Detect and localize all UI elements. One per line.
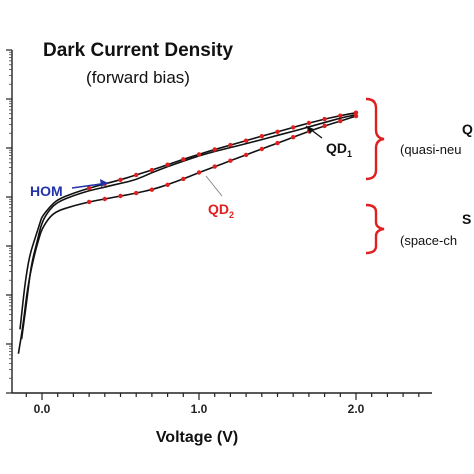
data-point-qd2 xyxy=(275,129,280,134)
data-point-qd1 xyxy=(149,187,155,192)
x-axis-label: Voltage (V) xyxy=(156,429,238,446)
data-point-qd1 xyxy=(86,199,92,205)
data-point-qd1 xyxy=(322,123,327,129)
data-point-qd2 xyxy=(291,125,296,130)
qd1-label: QD1 xyxy=(326,140,352,159)
data-point-qd2 xyxy=(86,186,92,191)
data-point-qd2 xyxy=(228,142,233,148)
data-point-qd1 xyxy=(102,196,108,202)
data-point-qd2 xyxy=(196,152,202,157)
qd1-label-main: QD xyxy=(326,140,347,156)
chart-title: Dark Current Density xyxy=(43,40,233,61)
data-point-qd2 xyxy=(149,167,155,173)
data-point-qd2 xyxy=(259,134,264,139)
data-point-qd1 xyxy=(212,164,217,169)
data-point-qd2 xyxy=(243,138,249,143)
series-line-qd2 xyxy=(19,111,357,330)
data-point-qd2 xyxy=(118,177,123,182)
x-tick-label: 2.0 xyxy=(348,402,365,416)
data-point-qd1 xyxy=(259,146,264,152)
series-layer xyxy=(17,110,359,354)
quasi-neutral-bracket xyxy=(365,97,385,181)
quasi-neutral-description: (quasi-neu xyxy=(400,142,461,157)
data-point-qd1 xyxy=(165,182,170,187)
hom-label: HOM xyxy=(30,183,63,199)
data-point-qd1 xyxy=(353,113,359,119)
space-charge-bracket xyxy=(365,203,385,255)
data-point-qd2 xyxy=(165,162,170,167)
data-point-qd1 xyxy=(243,152,249,158)
x-tick-label: 0.0 xyxy=(34,402,51,416)
data-point-qd1 xyxy=(118,193,123,199)
data-point-qd1 xyxy=(291,135,296,140)
qd2-label-main: QD xyxy=(208,201,229,217)
data-point-qd2 xyxy=(322,116,327,122)
data-point-qd1 xyxy=(275,140,280,146)
space-charge-label: S xyxy=(462,211,471,227)
data-point-qd1 xyxy=(134,190,139,196)
quasi-neutral-label: Q xyxy=(462,121,473,137)
space-charge-description: (space-ch xyxy=(400,233,457,248)
data-point-qd1 xyxy=(181,176,186,182)
data-point-qd1 xyxy=(228,158,233,163)
data-point-qd1 xyxy=(196,170,202,175)
x-tick-label: 1.0 xyxy=(191,402,208,416)
qd1-label-sub: 1 xyxy=(347,149,352,159)
data-point-qd2 xyxy=(181,157,186,162)
qd2-pointer xyxy=(205,175,223,197)
data-point-qd2 xyxy=(353,110,359,115)
qd1-pointer-arrowhead xyxy=(306,126,314,134)
x-axis-ticks: 0.0 1.0 2.0 xyxy=(25,393,420,416)
data-point-qd2 xyxy=(134,172,139,178)
data-point-qd2 xyxy=(212,147,217,152)
y-axis-ticks xyxy=(6,49,12,394)
qd2-label: QD2 xyxy=(208,201,234,220)
data-point-qd2 xyxy=(338,113,343,118)
series-line-hom xyxy=(20,113,357,340)
data-point-qd1 xyxy=(338,118,343,124)
qd2-label-sub: 2 xyxy=(229,210,234,220)
series-line-qd1 xyxy=(17,115,357,354)
data-point-qd2 xyxy=(306,120,312,126)
hom-pointer-arrowhead xyxy=(100,179,108,187)
chart-subtitle: (forward bias) xyxy=(86,68,190,87)
